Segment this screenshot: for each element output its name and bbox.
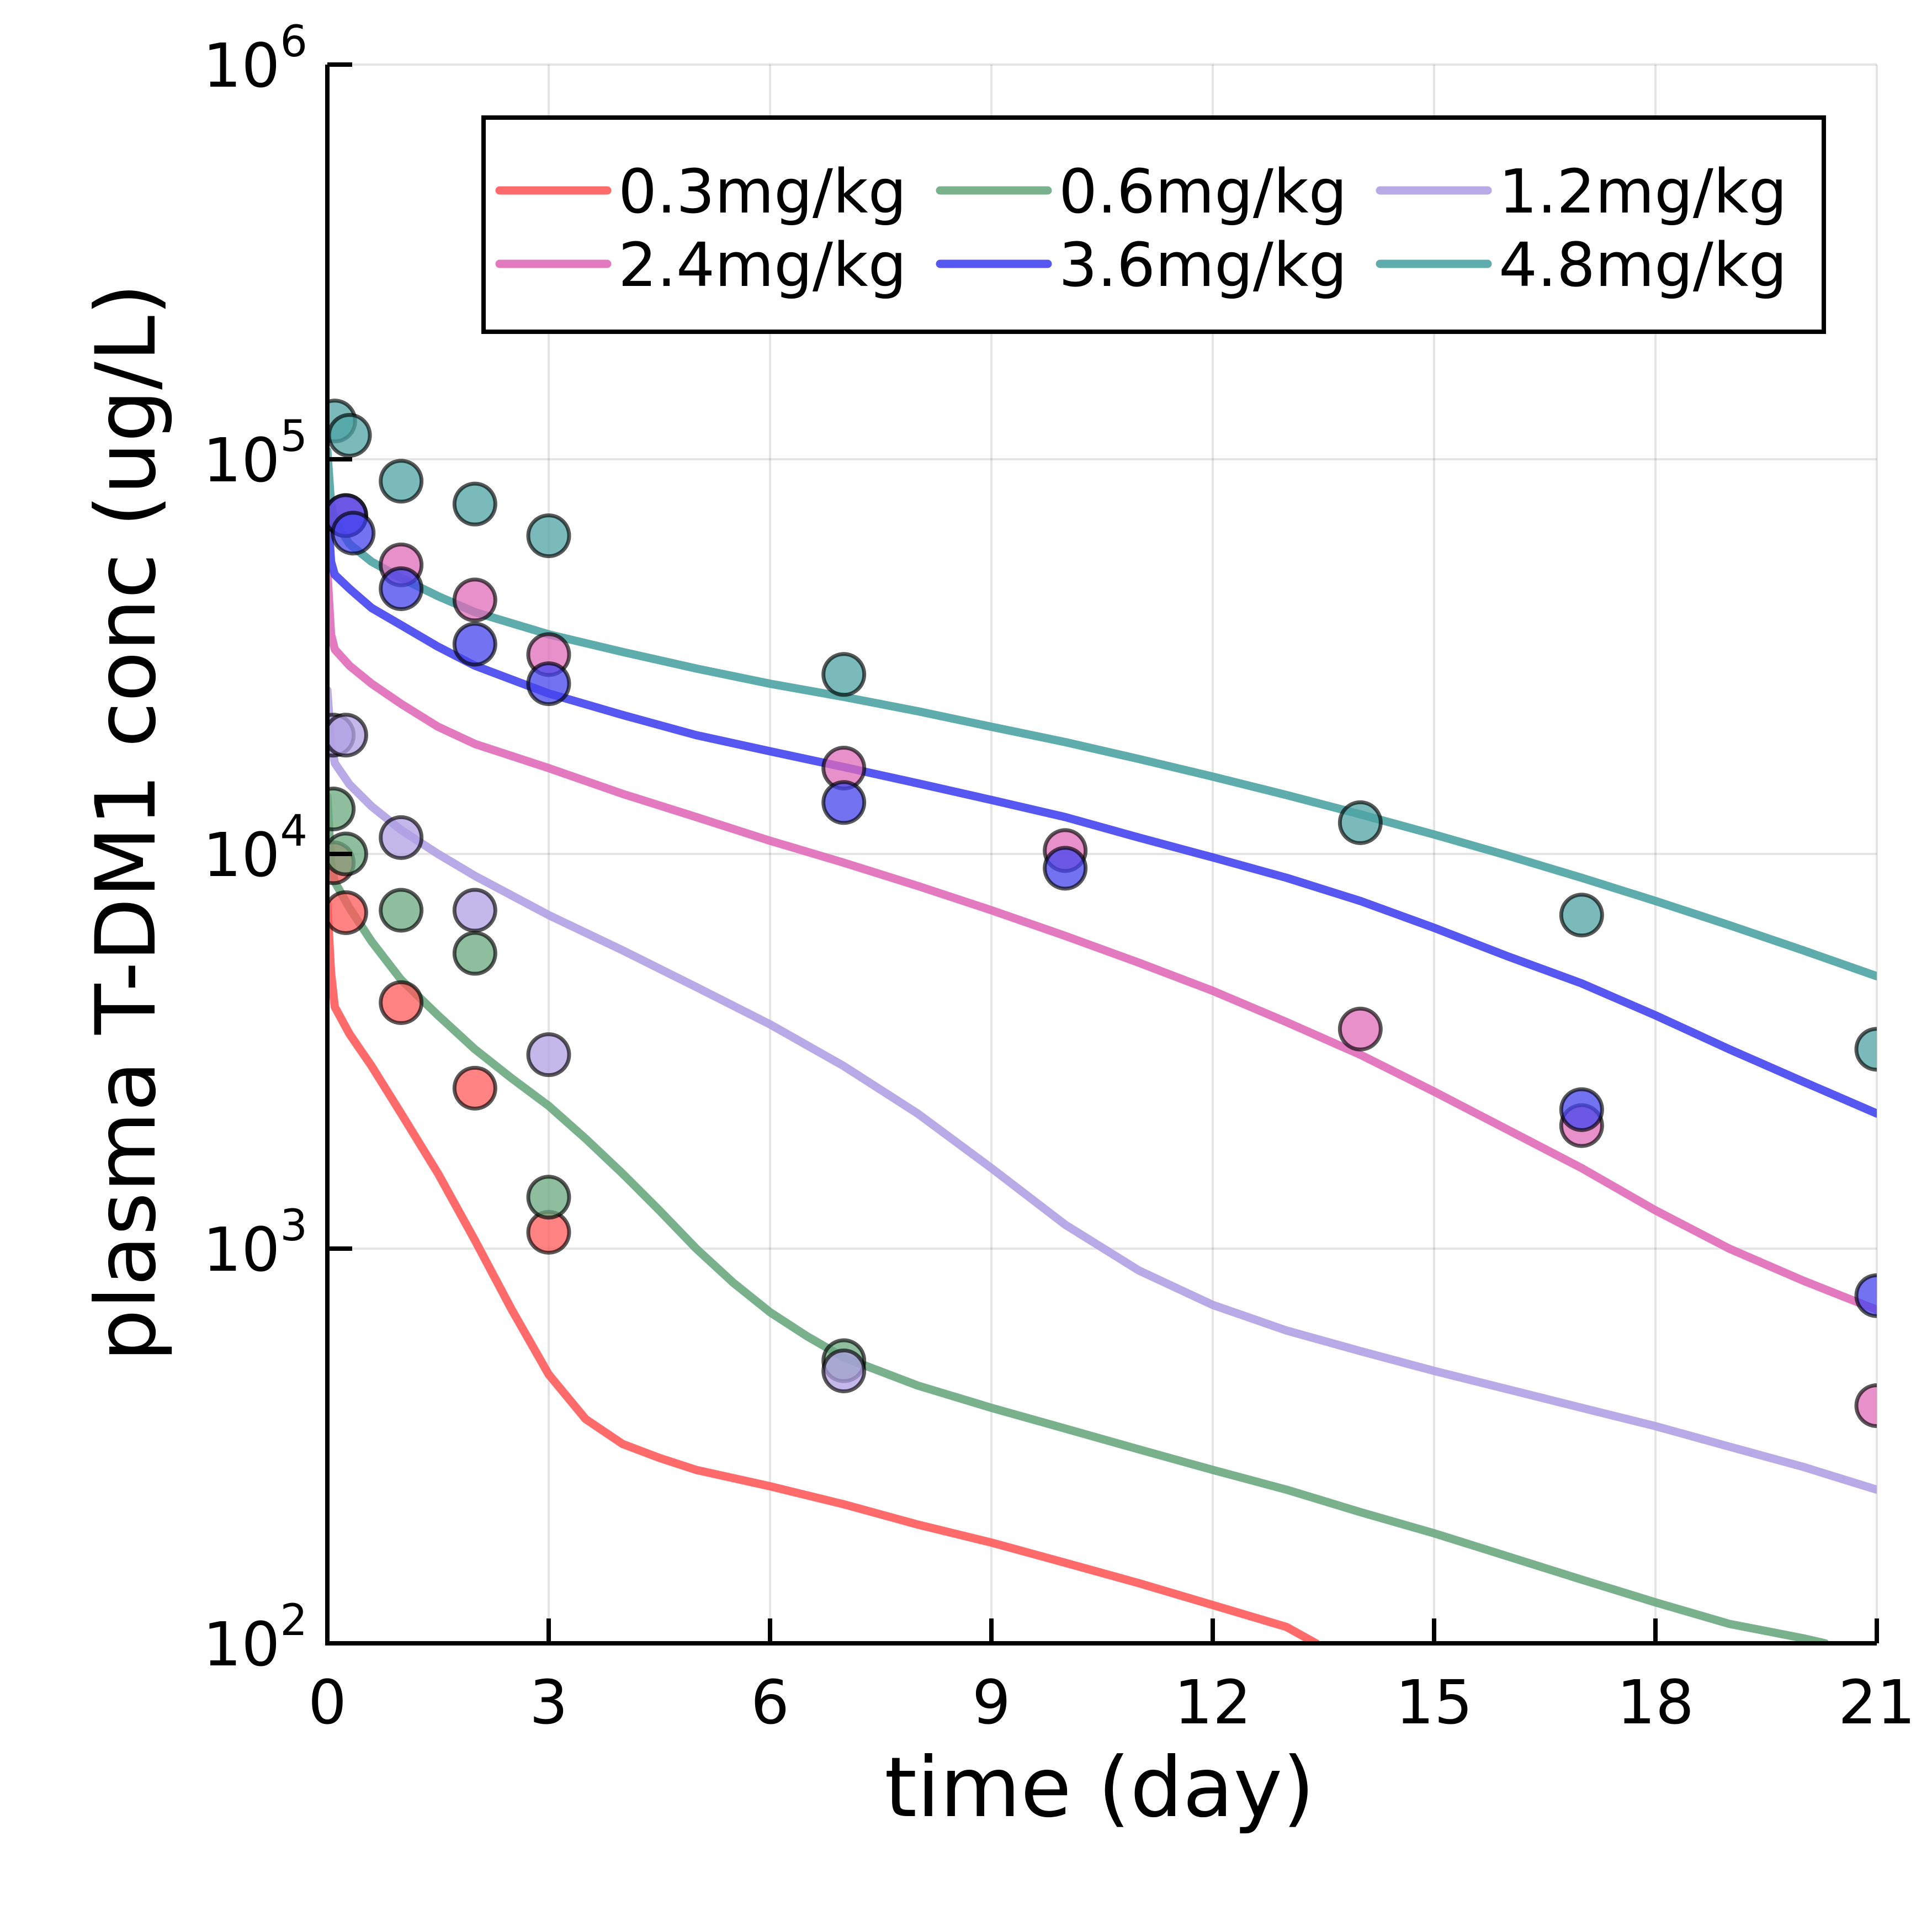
data-point <box>821 780 867 825</box>
data-point <box>452 622 497 667</box>
data-point <box>1854 1383 1877 1429</box>
data-point <box>1043 846 1088 891</box>
data-point <box>327 890 368 935</box>
data-point <box>1559 1087 1604 1132</box>
y-tick-label: 104 <box>203 806 307 890</box>
data-point <box>526 661 571 707</box>
series-line <box>327 497 1877 1118</box>
data-point <box>379 459 424 504</box>
legend-label: 2.4mg/kg <box>618 230 907 300</box>
x-tick-label: 12 <box>1174 1667 1251 1738</box>
x-tick-label: 15 <box>1395 1667 1473 1738</box>
data-point <box>1337 800 1383 845</box>
series-line <box>327 686 1877 1494</box>
series-line <box>327 899 1320 1643</box>
data-point <box>1337 1006 1383 1052</box>
x-tick-label: 18 <box>1617 1667 1694 1738</box>
x-axis-title: time (day) <box>884 1740 1315 1836</box>
data-point <box>526 1032 571 1078</box>
data-point <box>526 513 571 559</box>
data-point <box>452 931 497 976</box>
x-tick-label: 21 <box>1838 1667 1915 1738</box>
data-point <box>452 1065 497 1111</box>
y-tick-label: 105 <box>203 412 307 496</box>
data-point <box>331 511 376 556</box>
data-point <box>379 566 424 611</box>
data-point <box>1854 1027 1877 1072</box>
legend-label: 0.6mg/kg <box>1059 156 1347 227</box>
y-tick-label: 103 <box>203 1201 307 1285</box>
data-point <box>327 713 368 758</box>
x-tick-label: 9 <box>972 1667 1011 1738</box>
data-point <box>1559 893 1604 938</box>
y-tick-label: 106 <box>203 17 307 101</box>
y-axis-title: plasma T-DM1 conc (ug/L) <box>78 283 174 1362</box>
legend-box <box>481 115 1826 334</box>
legend-label: 3.6mg/kg <box>1059 230 1347 300</box>
data-point <box>821 652 867 697</box>
x-tick-label: 0 <box>308 1667 347 1738</box>
y-tick-label: 102 <box>203 1596 307 1680</box>
data-point <box>379 815 424 860</box>
data-point <box>1854 1273 1877 1318</box>
data-point <box>452 888 497 933</box>
legend-label: 0.3mg/kg <box>618 156 907 227</box>
series-points <box>327 399 1877 1429</box>
data-point <box>452 481 497 527</box>
axes: 0 3 6 9 12 15 18 21 102 103 104 105 106 <box>203 17 1915 1738</box>
data-point <box>821 1349 867 1394</box>
x-tick-label: 6 <box>751 1667 789 1738</box>
legend-label: 1.2mg/kg <box>1499 156 1787 227</box>
data-point <box>452 577 497 623</box>
legend-label: 4.8mg/kg <box>1499 230 1787 300</box>
x-tick-label: 3 <box>529 1667 568 1738</box>
data-point <box>526 1175 571 1220</box>
data-point <box>327 787 356 832</box>
data-point <box>379 980 424 1025</box>
data-point <box>379 888 424 933</box>
legend: 0.3mg/kg 0.6mg/kg 1.2mg/kg 2.4mg/kg 3.6mg/kg… <box>481 115 1826 334</box>
series-line <box>327 567 1877 1314</box>
data-point <box>327 413 372 458</box>
